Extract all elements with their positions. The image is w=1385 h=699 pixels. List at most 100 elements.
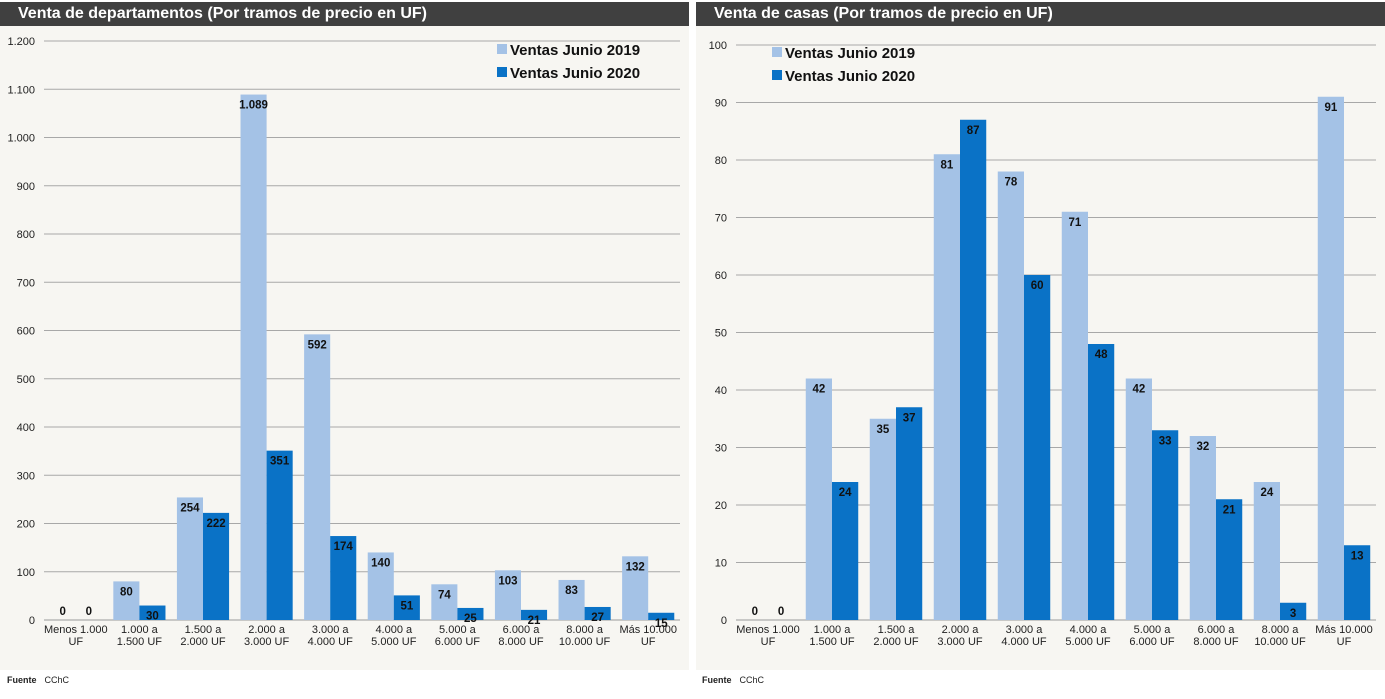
source-label: Fuente bbox=[7, 675, 37, 685]
x-tick-label: 1.000 a bbox=[121, 624, 159, 636]
bar bbox=[521, 609, 548, 620]
data-label: 103 bbox=[498, 575, 517, 587]
x-tick-label: 3.000 a bbox=[1006, 624, 1044, 636]
bar bbox=[304, 334, 331, 620]
data-label: 24 bbox=[839, 487, 852, 499]
y-tick-label: 50 bbox=[715, 328, 727, 340]
bar bbox=[1125, 378, 1152, 620]
bar bbox=[832, 482, 859, 620]
chart-title: Venta de departamentos (Por tramos de pr… bbox=[0, 2, 689, 26]
x-tick-label: 2.000 UF bbox=[180, 636, 226, 648]
source-footer: Fuente CChC bbox=[7, 675, 69, 685]
y-tick-label: 500 bbox=[17, 374, 35, 386]
x-tick-label: 4.000 UF bbox=[308, 636, 354, 648]
y-tick-label: 1.100 bbox=[7, 84, 35, 96]
data-label: 1.089 bbox=[239, 100, 268, 112]
data-label: 91 bbox=[1324, 102, 1337, 114]
x-tick-label: 3.000 UF bbox=[937, 636, 983, 648]
y-tick-label: 80 bbox=[715, 155, 727, 167]
data-label: 48 bbox=[1095, 349, 1108, 361]
y-tick-label: 200 bbox=[17, 519, 35, 531]
data-label: 42 bbox=[812, 384, 825, 396]
data-label: 254 bbox=[180, 502, 200, 514]
x-tick-label: 1.500 a bbox=[185, 624, 223, 636]
x-tick-label: Menos 1.000 bbox=[736, 624, 800, 636]
bar bbox=[896, 407, 923, 620]
bar bbox=[805, 378, 832, 620]
data-label: 78 bbox=[1004, 177, 1017, 189]
source-name: CChC bbox=[44, 675, 70, 685]
data-label: 32 bbox=[1196, 441, 1209, 453]
data-label: 0 bbox=[752, 606, 758, 618]
legend-swatch bbox=[772, 47, 782, 57]
data-label: 174 bbox=[334, 541, 354, 553]
bar bbox=[330, 536, 357, 620]
bar bbox=[1189, 436, 1216, 620]
legend-label: Ventas Junio 2020 bbox=[785, 68, 915, 85]
y-tick-label: 70 bbox=[715, 213, 727, 225]
bar bbox=[367, 552, 394, 620]
x-tick-label: 1.500 UF bbox=[809, 636, 855, 648]
data-label: 0 bbox=[60, 606, 66, 618]
legend-swatch bbox=[497, 67, 507, 77]
data-label: 24 bbox=[1260, 487, 1273, 499]
y-tick-label: 90 bbox=[715, 98, 727, 110]
data-label: 71 bbox=[1068, 217, 1081, 229]
legend-label: Ventas Junio 2020 bbox=[510, 65, 640, 82]
bar bbox=[393, 595, 420, 620]
y-tick-label: 100 bbox=[709, 40, 727, 52]
chart-title: Venta de casas (Por tramos de precio en … bbox=[696, 2, 1385, 26]
bar bbox=[240, 94, 267, 621]
data-label: 3 bbox=[1290, 608, 1296, 620]
departamentos-chart: 01002003004005006007008009001.0001.1001.… bbox=[7, 36, 680, 648]
data-label: 87 bbox=[967, 125, 980, 137]
y-tick-label: 400 bbox=[17, 422, 35, 434]
bar bbox=[266, 450, 293, 620]
y-tick-label: 1.200 bbox=[7, 36, 35, 48]
bar bbox=[997, 171, 1024, 620]
y-tick-label: 100 bbox=[17, 567, 35, 579]
source-footer: Fuente CChC bbox=[702, 675, 764, 685]
legend-swatch bbox=[497, 44, 507, 54]
y-tick-label: 300 bbox=[17, 470, 35, 482]
x-tick-label: 8.000 a bbox=[566, 624, 604, 636]
x-tick-label: 3.000 a bbox=[312, 624, 350, 636]
bar bbox=[1216, 499, 1243, 620]
x-tick-label: 10.000 UF bbox=[1254, 636, 1306, 648]
x-tick-label: 1.500 UF bbox=[117, 636, 163, 648]
x-tick-label: 10.000 UF bbox=[559, 636, 611, 648]
bar bbox=[176, 497, 203, 620]
x-tick-label: Más 10.000 bbox=[619, 624, 676, 636]
x-tick-label: 6.000 UF bbox=[435, 636, 481, 648]
y-tick-label: 10 bbox=[715, 558, 727, 570]
y-tick-label: 0 bbox=[721, 615, 727, 627]
casas-chart-panel: Venta de casas (Por tramos de precio en … bbox=[696, 2, 1385, 670]
x-tick-label: 8.000 a bbox=[1262, 624, 1300, 636]
bar bbox=[558, 579, 585, 620]
data-label: 21 bbox=[1223, 504, 1236, 516]
bar bbox=[1253, 482, 1280, 620]
bar bbox=[622, 556, 649, 620]
data-label: 51 bbox=[400, 600, 413, 612]
data-label: 13 bbox=[1351, 550, 1364, 562]
y-tick-label: 600 bbox=[17, 326, 35, 338]
legend-swatch bbox=[772, 70, 782, 80]
x-tick-label: UF bbox=[1337, 636, 1352, 648]
x-tick-label: 5.000 UF bbox=[371, 636, 417, 648]
data-label: 25 bbox=[464, 613, 477, 625]
x-tick-label: 6.000 UF bbox=[1129, 636, 1175, 648]
x-tick-label: 2.000 a bbox=[248, 624, 286, 636]
data-label: 83 bbox=[565, 585, 578, 597]
x-tick-label: 3.000 UF bbox=[244, 636, 290, 648]
x-tick-label: 1.000 a bbox=[814, 624, 852, 636]
data-label: 80 bbox=[120, 586, 133, 598]
y-tick-label: 60 bbox=[715, 270, 727, 282]
source-label: Fuente bbox=[702, 675, 732, 685]
legend-label: Ventas Junio 2019 bbox=[785, 45, 915, 62]
data-label: 35 bbox=[876, 424, 889, 436]
data-label: 33 bbox=[1159, 435, 1172, 447]
x-tick-label: 4.000 UF bbox=[1001, 636, 1047, 648]
source-name: CChC bbox=[739, 675, 765, 685]
y-tick-label: 1.000 bbox=[7, 133, 35, 145]
bar bbox=[1152, 430, 1179, 620]
